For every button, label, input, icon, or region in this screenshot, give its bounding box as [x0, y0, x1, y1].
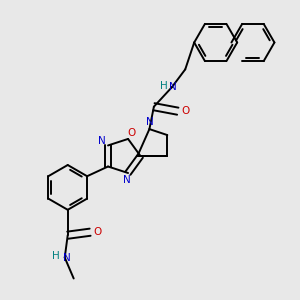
Text: H: H: [52, 251, 60, 261]
Text: N: N: [169, 82, 177, 92]
Text: N: N: [146, 117, 153, 127]
Text: N: N: [63, 253, 71, 262]
Text: N: N: [98, 136, 106, 146]
Text: O: O: [94, 227, 102, 237]
Text: O: O: [127, 128, 135, 138]
Text: N: N: [123, 176, 130, 185]
Text: O: O: [181, 106, 189, 116]
Text: H: H: [160, 81, 168, 91]
